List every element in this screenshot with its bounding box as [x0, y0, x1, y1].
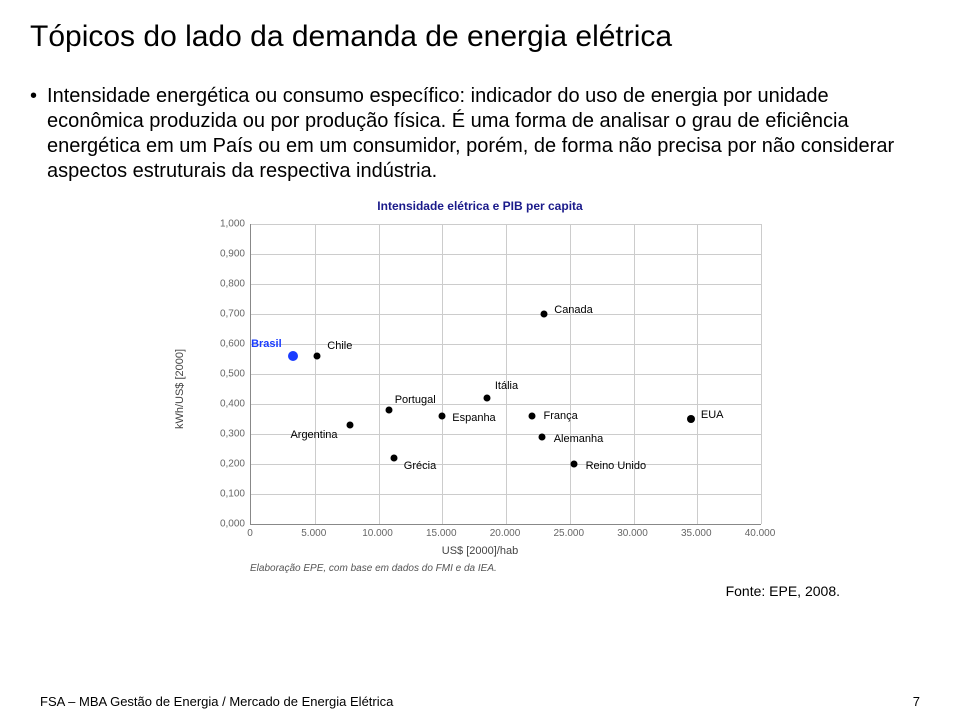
footer-right: 7	[913, 694, 920, 709]
data-point	[347, 422, 354, 429]
data-point	[390, 455, 397, 462]
y-tick-label: 0,200	[205, 459, 245, 470]
gridline	[697, 224, 698, 524]
data-point-label: Alemanha	[554, 433, 604, 445]
y-tick-label: 0,000	[205, 519, 245, 530]
gridline	[442, 224, 443, 524]
y-tick-label: 0,800	[205, 279, 245, 290]
gridline	[761, 224, 762, 524]
y-tick-label: 0,100	[205, 489, 245, 500]
x-tick-label: 20.000	[490, 528, 521, 539]
gridline	[506, 224, 507, 524]
y-tick-label: 0,300	[205, 429, 245, 440]
y-tick-label: 0,400	[205, 399, 245, 410]
x-tick-label: 35.000	[681, 528, 712, 539]
y-tick-label: 0,500	[205, 369, 245, 380]
y-tick-label: 0,600	[205, 339, 245, 350]
footer-left: FSA – MBA Gestão de Energia / Mercado de…	[40, 694, 393, 709]
chart-footnote: Elaboração EPE, com base em dados do FMI…	[250, 563, 497, 574]
x-axis-label: US$ [2000]/hab	[442, 545, 518, 557]
x-tick-label: 25.000	[553, 528, 584, 539]
chart-source: Fonte: EPE, 2008.	[726, 583, 840, 599]
x-tick-label: 5.000	[301, 528, 326, 539]
data-point-label: Reino Unido	[586, 460, 647, 472]
data-point-label: Chile	[327, 340, 352, 352]
data-point	[687, 415, 695, 423]
x-tick-label: 10.000	[362, 528, 393, 539]
x-tick-label: 15.000	[426, 528, 457, 539]
y-axis-label: kWh/US$ [2000]	[174, 349, 186, 429]
gridline	[315, 224, 316, 524]
data-point	[385, 407, 392, 414]
data-point	[288, 351, 298, 361]
x-tick-label: 0	[247, 528, 253, 539]
data-point-label: França	[544, 410, 578, 422]
bullet-marker: •	[30, 84, 37, 184]
x-tick-label: 40.000	[745, 528, 776, 539]
gridline	[634, 224, 635, 524]
x-tick-label: 30.000	[617, 528, 648, 539]
data-point-label: Brasil	[251, 338, 282, 350]
bullet-paragraph: • Intensidade energética ou consumo espe…	[30, 84, 930, 184]
chart-title: Intensidade elétrica e PIB per capita	[170, 199, 790, 213]
data-point-label: Espanha	[452, 412, 495, 424]
data-point	[541, 311, 548, 318]
data-point	[439, 413, 446, 420]
data-point	[314, 353, 321, 360]
data-point-label: Itália	[495, 380, 518, 392]
data-point	[538, 434, 545, 441]
y-tick-label: 0,900	[205, 249, 245, 260]
data-point-label: Canada	[554, 304, 593, 316]
data-point-label: Portugal	[395, 394, 436, 406]
data-point-label: Grécia	[404, 460, 436, 472]
page-footer: FSA – MBA Gestão de Energia / Mercado de…	[0, 694, 960, 709]
data-point	[570, 461, 577, 468]
scatter-chart: Intensidade elétrica e PIB per capita kW…	[170, 199, 790, 579]
data-point	[483, 395, 490, 402]
page-title: Tópicos do lado da demanda de energia el…	[30, 20, 930, 54]
gridline	[379, 224, 380, 524]
y-tick-label: 0,700	[205, 309, 245, 320]
data-point-label: Argentina	[290, 429, 337, 441]
gridline	[570, 224, 571, 524]
body-text: Intensidade energética ou consumo especí…	[47, 84, 930, 184]
data-point	[528, 413, 535, 420]
plot-area: Brasil Chile Argentina Portugal Grécia Itália…	[250, 224, 761, 525]
data-point-label: EUA	[701, 409, 724, 421]
y-tick-label: 1,000	[205, 219, 245, 230]
